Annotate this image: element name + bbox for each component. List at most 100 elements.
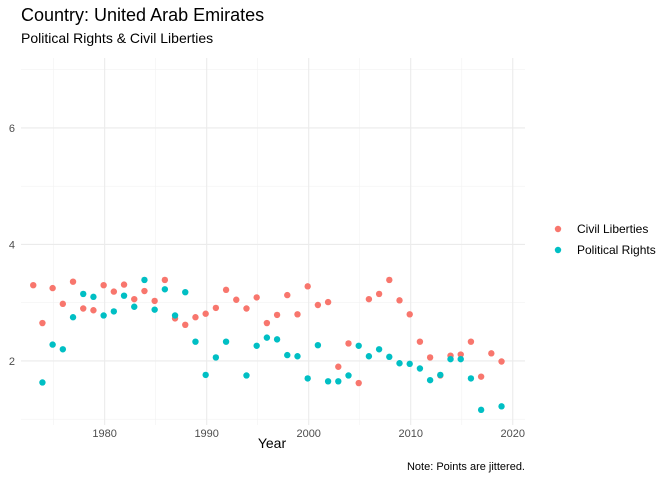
political-rights-point (416, 365, 424, 372)
civil-liberties-point (69, 278, 77, 285)
political-rights-point (141, 276, 148, 284)
political-rights-point (39, 379, 46, 386)
civil-liberties-point (90, 307, 97, 314)
civil-liberties-point (100, 281, 107, 289)
data-points (30, 276, 505, 414)
x-tick-label: 1990 (194, 428, 218, 440)
political-rights-point (69, 314, 77, 321)
civil-liberties-point (335, 363, 342, 370)
y-tick-label: 4 (9, 239, 15, 251)
political-rights-point (151, 306, 158, 313)
political-rights-point (447, 355, 454, 363)
political-rights-point (437, 371, 444, 379)
chart-subtitle: Political Rights & Civil Liberties (21, 30, 213, 46)
political-rights-point (49, 341, 56, 348)
civil-liberties-point (49, 284, 56, 292)
civil-liberties-point (192, 314, 199, 321)
political-rights-point (335, 378, 342, 385)
legend-label-political-rights: Political Rights (577, 243, 656, 257)
civil-liberties-point (141, 287, 148, 295)
x-tick-label: 2000 (296, 428, 320, 440)
x-tick-label: 1980 (92, 428, 116, 440)
political-rights-point (100, 312, 107, 319)
political-rights-point (80, 290, 87, 298)
civil-liberties-point (396, 297, 403, 304)
political-rights-point (131, 303, 138, 310)
political-rights-point (375, 346, 383, 353)
civil-liberties-point (416, 338, 424, 345)
political-rights-point (273, 336, 281, 343)
civil-liberties-point (365, 295, 373, 303)
civil-liberties-point (243, 305, 250, 312)
civil-liberties-point (212, 304, 220, 312)
political-rights-point (202, 371, 209, 379)
political-rights-point (222, 338, 230, 345)
political-rights-point (345, 372, 352, 379)
civil-liberties-point (151, 297, 158, 305)
civil-liberties-point (498, 358, 505, 365)
political-rights-point (386, 353, 393, 361)
political-rights-point (467, 375, 475, 382)
political-rights-point (498, 403, 505, 410)
x-tick-label: 2020 (501, 428, 525, 440)
political-rights-point (396, 360, 403, 367)
political-rights-point (182, 288, 189, 296)
political-rights-point (192, 338, 199, 345)
civil-liberties-point (426, 354, 434, 361)
civil-liberties-point (284, 291, 291, 299)
political-rights-point (314, 341, 322, 349)
civil-liberties-point (355, 379, 362, 387)
political-rights-point (212, 354, 220, 361)
civil-liberties-point (477, 373, 485, 380)
political-rights-point (355, 342, 362, 349)
civil-liberties-point (314, 301, 322, 309)
civil-liberties-point (233, 296, 240, 303)
x-axis-title: Year (258, 435, 287, 451)
political-rights-point (120, 292, 128, 299)
civil-liberties-point (131, 295, 138, 303)
civil-liberties-point (386, 276, 393, 284)
civil-liberties-point (304, 283, 311, 290)
y-tick-label: 2 (9, 356, 15, 368)
political-rights-point (253, 342, 260, 349)
legend: Civil Liberties Political Rights (554, 222, 656, 257)
civil-liberties-point (39, 319, 46, 327)
political-rights-point (294, 353, 301, 360)
legend-label-civil-liberties: Civil Liberties (577, 222, 648, 236)
chart-title: Country: United Arab Emirates (21, 5, 264, 25)
civil-liberties-point (80, 305, 87, 312)
civil-liberties-point (120, 281, 128, 288)
political-rights-point (161, 286, 169, 293)
civil-liberties-point (110, 288, 118, 295)
political-rights-point (324, 378, 332, 385)
civil-liberties-point (457, 351, 464, 358)
civil-liberties-point (406, 311, 413, 318)
legend-key-civil-liberties (554, 225, 562, 233)
civil-liberties-point (273, 311, 281, 319)
political-rights-point (477, 406, 485, 414)
civil-liberties-point (263, 319, 271, 327)
x-tick-label: 2010 (398, 428, 422, 440)
political-rights-point (284, 351, 291, 359)
political-rights-point (365, 353, 373, 360)
political-rights-point (304, 375, 311, 382)
civil-liberties-point (182, 321, 189, 329)
civil-liberties-point (345, 340, 352, 347)
civil-liberties-point (161, 276, 169, 284)
chart-caption: Note: Points are jittered. (407, 461, 525, 473)
legend-key-political-rights (554, 246, 562, 254)
political-rights-point (171, 312, 179, 319)
political-rights-point (110, 308, 118, 315)
civil-liberties-point (324, 298, 332, 306)
political-rights-point (426, 376, 434, 384)
civil-liberties-point (59, 300, 67, 308)
civil-liberties-point (488, 350, 495, 357)
political-rights-point (406, 360, 413, 368)
civil-liberties-point (222, 286, 230, 294)
political-rights-point (243, 372, 250, 379)
grid-lines (21, 58, 525, 425)
civil-liberties-point (467, 338, 475, 345)
civil-liberties-point (30, 281, 37, 289)
political-rights-point (263, 334, 271, 341)
